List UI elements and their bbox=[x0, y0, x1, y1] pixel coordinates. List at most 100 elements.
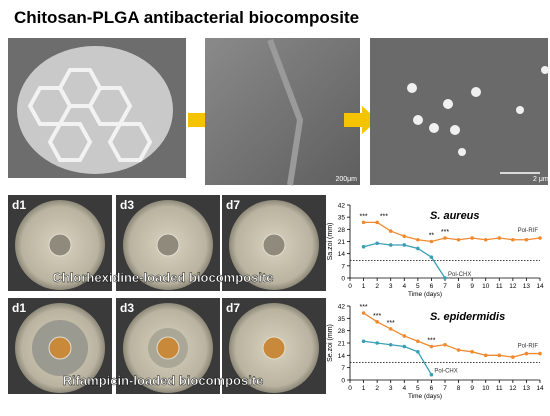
x-tick-label: 5 bbox=[416, 283, 420, 290]
data-point bbox=[429, 239, 434, 244]
data-point bbox=[497, 236, 502, 240]
x-tick-label: 4 bbox=[402, 283, 406, 290]
x-tick-label: 7 bbox=[443, 283, 447, 290]
y-tick-label: 35 bbox=[338, 215, 346, 222]
day-label: d7 bbox=[226, 301, 240, 315]
significance-label: *** bbox=[380, 213, 388, 220]
sample-disc bbox=[262, 336, 286, 360]
data-point bbox=[361, 339, 366, 344]
x-tick-label: 10 bbox=[482, 385, 490, 392]
x-tick-label: 1 bbox=[362, 385, 366, 392]
data-point bbox=[524, 351, 529, 356]
x-tick-label: 9 bbox=[470, 385, 474, 392]
day-label: d1 bbox=[12, 301, 26, 315]
photo-sem-high: 2 μm bbox=[370, 38, 549, 185]
significance-label: *** bbox=[441, 229, 449, 236]
chart-title: S. epidermidis bbox=[430, 311, 505, 323]
data-point bbox=[443, 276, 447, 280]
data-point bbox=[388, 243, 393, 247]
data-point bbox=[470, 236, 474, 240]
x-tick-label: 6 bbox=[430, 385, 434, 392]
x-tick-label: 3 bbox=[389, 385, 393, 392]
data-point bbox=[429, 255, 434, 259]
data-point bbox=[456, 237, 461, 242]
series-line bbox=[363, 221, 541, 243]
series-line bbox=[363, 312, 540, 358]
day-label: d3 bbox=[120, 198, 134, 212]
significance-label: *** bbox=[427, 338, 435, 345]
x-tick-label: 14 bbox=[536, 283, 544, 290]
series-label: Pol-CHX bbox=[434, 369, 457, 375]
y-tick-label: 7 bbox=[341, 365, 345, 372]
x-tick-label: 10 bbox=[482, 283, 490, 290]
series-line bbox=[363, 340, 432, 376]
data-point bbox=[483, 353, 488, 358]
y-tick-label: 7 bbox=[341, 263, 345, 270]
data-point bbox=[361, 220, 366, 225]
data-point bbox=[375, 341, 379, 345]
y-tick-label: 0 bbox=[341, 378, 345, 385]
x-tick-label: 7 bbox=[443, 385, 447, 392]
photo-sem-low: 200μm bbox=[205, 38, 360, 186]
data-point bbox=[429, 372, 434, 377]
data-point bbox=[416, 246, 420, 251]
data-point bbox=[538, 236, 542, 240]
data-point bbox=[361, 244, 366, 249]
x-axis-label: Time (days) bbox=[408, 393, 442, 400]
data-point bbox=[375, 220, 379, 225]
data-point bbox=[497, 353, 502, 358]
figure-title: Chitosan-PLGA antibacterial biocomposite bbox=[14, 8, 359, 27]
data-point bbox=[375, 241, 379, 246]
data-point bbox=[416, 237, 420, 242]
day-label: d7 bbox=[226, 198, 240, 212]
y-tick-label: 42 bbox=[338, 203, 346, 210]
x-tick-label: 2 bbox=[375, 283, 379, 290]
x-tick-label: 6 bbox=[430, 283, 434, 290]
data-point bbox=[483, 237, 488, 242]
x-tick-label: 1 bbox=[362, 283, 366, 290]
sample-disc bbox=[48, 336, 72, 360]
data-point bbox=[402, 234, 407, 239]
x-tick-label: 4 bbox=[402, 385, 406, 392]
data-point bbox=[388, 327, 393, 331]
y-tick-label: 0 bbox=[341, 276, 345, 283]
significance-label: *** bbox=[387, 320, 395, 327]
data-point bbox=[416, 350, 420, 354]
x-tick-label: 0 bbox=[348, 283, 352, 290]
x-tick-label: 3 bbox=[389, 283, 393, 290]
y-axis-label: Sa.zoi (mm) bbox=[327, 223, 334, 261]
data-point bbox=[402, 243, 407, 247]
day-label: d1 bbox=[12, 198, 26, 212]
y-tick-label: 14 bbox=[338, 251, 346, 258]
data-point bbox=[470, 350, 474, 354]
x-tick-label: 9 bbox=[470, 283, 474, 290]
data-point bbox=[388, 342, 393, 347]
sample-disc bbox=[48, 233, 72, 257]
data-point bbox=[538, 351, 542, 356]
y-axis-label: Se.zoi (mm) bbox=[327, 324, 334, 362]
x-tick-label: 13 bbox=[523, 283, 531, 290]
series-label: Pol-RIF bbox=[518, 228, 539, 234]
y-tick-label: 28 bbox=[338, 328, 346, 335]
x-tick-label: 5 bbox=[416, 385, 420, 392]
chart-title: S. aureus bbox=[430, 210, 480, 222]
data-point bbox=[416, 339, 420, 344]
y-tick-label: 28 bbox=[338, 227, 346, 234]
series-label: Pol-RIF bbox=[518, 344, 539, 350]
data-point bbox=[361, 311, 366, 315]
data-point bbox=[388, 229, 393, 233]
data-point bbox=[402, 334, 407, 338]
data-point bbox=[524, 237, 529, 242]
sample-disc bbox=[156, 233, 180, 257]
x-tick-label: 12 bbox=[509, 283, 517, 290]
significance-label: ** bbox=[429, 233, 435, 240]
x-tick-label: 11 bbox=[496, 283, 503, 290]
photo-scaffold bbox=[8, 38, 186, 178]
data-point bbox=[511, 237, 515, 242]
significance-label: *** bbox=[359, 304, 367, 311]
sample-disc bbox=[262, 233, 286, 257]
plate-caption: Rifampicin-loaded biocomposite bbox=[63, 373, 264, 388]
day-label: d3 bbox=[120, 301, 134, 315]
x-tick-label: 13 bbox=[523, 385, 531, 392]
